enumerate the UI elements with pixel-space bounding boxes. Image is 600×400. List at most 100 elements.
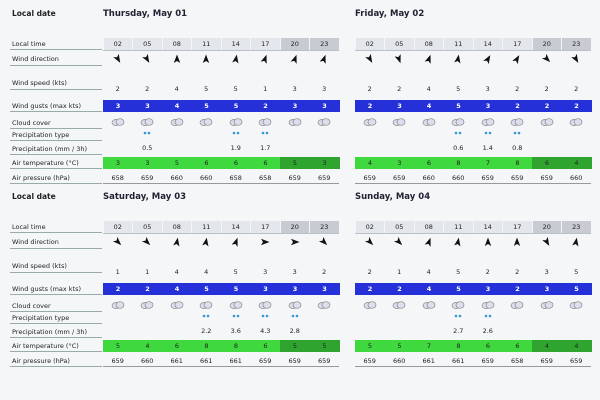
- cloud-icon: [473, 300, 503, 311]
- wind-speed: 2: [367, 268, 372, 276]
- pressure: 659: [250, 355, 280, 367]
- precip-icon: [473, 129, 503, 139]
- wind-speed: 2: [515, 268, 520, 276]
- wind-gust: 3: [132, 100, 163, 112]
- cloud-icon: [503, 117, 533, 128]
- wind-arrow: [444, 54, 474, 66]
- wind-gust: 5: [191, 100, 222, 112]
- time-cell: 08: [414, 221, 443, 233]
- pressure: 659: [473, 172, 503, 184]
- temperature: 8: [191, 340, 222, 352]
- precip-value: 2.6: [482, 327, 493, 335]
- wind-gust: 2: [103, 283, 133, 295]
- temperature: 3: [103, 157, 133, 169]
- wind-speed: 5: [574, 268, 579, 276]
- row-label: Local time: [10, 221, 102, 233]
- cloud-icon: [562, 117, 592, 128]
- temperature: 4: [532, 340, 562, 352]
- wind-arrow: [221, 54, 251, 66]
- wind-speed: 3: [292, 85, 297, 93]
- separator: [355, 50, 591, 51]
- wind-speed: 5: [456, 268, 461, 276]
- time-cell: 11: [444, 221, 473, 233]
- temperature: 6: [532, 157, 562, 169]
- row-label: Precipitation (mm / 3h): [10, 143, 102, 155]
- wind-speed: 5: [233, 268, 238, 276]
- wind-gust: 2: [384, 283, 415, 295]
- wind-arrow: [103, 53, 133, 66]
- pressure: 661: [221, 355, 251, 367]
- precip-value: 3.6: [230, 327, 241, 335]
- time-cell: 05: [385, 38, 414, 50]
- time-cell: 17: [251, 38, 280, 50]
- precip-value: 0.6: [453, 144, 464, 152]
- cloud-icon: [414, 300, 444, 311]
- wind-arrow: [414, 237, 444, 249]
- cloud-icon: [444, 117, 474, 128]
- time-cell: 14: [473, 38, 502, 50]
- temperature: 6: [473, 340, 503, 352]
- wind-gust: 2: [355, 283, 385, 295]
- temperature: 8: [443, 340, 474, 352]
- precip-icon: [192, 312, 222, 322]
- precip-value: 0.5: [142, 144, 153, 152]
- temperature: 4: [355, 157, 385, 169]
- wind-gust: 5: [443, 100, 474, 112]
- time-cell: 14: [221, 221, 250, 233]
- temperature: 8: [443, 157, 474, 169]
- wind-speed: 1: [145, 268, 150, 276]
- wind-gust: 5: [221, 283, 251, 295]
- row-label: Wind direction: [10, 52, 102, 66]
- cloud-icon: [192, 300, 222, 311]
- time-cell: 14: [473, 221, 502, 233]
- wind-speed: 1: [263, 85, 268, 93]
- wind-arrow: [310, 54, 340, 66]
- temperature: 5: [162, 157, 192, 169]
- row-label: Wind direction: [10, 235, 102, 249]
- wind-gust: 4: [414, 100, 444, 112]
- cloud-icon: [562, 300, 592, 311]
- pressure: 661: [162, 355, 192, 367]
- precip-value: 4.3: [260, 327, 271, 335]
- cloud-icon: [532, 117, 562, 128]
- wind-gust: 5: [561, 283, 592, 295]
- wind-gust: 3: [309, 100, 340, 112]
- temperature: 4: [132, 340, 163, 352]
- temperature: 5: [280, 340, 310, 352]
- wind-gust: 5: [221, 100, 251, 112]
- pressure: 661: [191, 355, 221, 367]
- wind-gust: 5: [191, 283, 222, 295]
- row-label: Local date: [12, 9, 56, 18]
- temperature: 3: [309, 157, 340, 169]
- wind-arrow: [133, 53, 163, 66]
- cloud-icon: [355, 117, 385, 128]
- precip-value: 1.4: [482, 144, 493, 152]
- row-label: Cloud cover: [10, 117, 102, 129]
- pressure: 659: [309, 355, 339, 367]
- wind-gust: 4: [162, 283, 192, 295]
- wind-speed: 1: [397, 268, 402, 276]
- wind-gust: 3: [473, 100, 503, 112]
- wind-speed: 2: [485, 268, 490, 276]
- pressure: 658: [103, 172, 133, 184]
- precip-icon: [251, 129, 281, 139]
- time-cell: 11: [192, 221, 221, 233]
- precip-icon: [444, 312, 474, 322]
- time-cell: 23: [310, 221, 339, 233]
- time-cell: 20: [532, 38, 561, 50]
- cloud-icon: [280, 117, 310, 128]
- temperature: 4: [561, 157, 592, 169]
- time-cell: 17: [251, 221, 280, 233]
- wind-gust: 2: [355, 100, 385, 112]
- temperature: 5: [355, 340, 385, 352]
- time-cell: 17: [503, 221, 532, 233]
- wind-speed: 3: [292, 268, 297, 276]
- wind-speed: 4: [426, 85, 431, 93]
- cloud-icon: [162, 300, 192, 311]
- time-cell: 17: [503, 38, 532, 50]
- time-cell: 02: [355, 221, 384, 233]
- pressure: 660: [414, 172, 444, 184]
- row-label: Local date: [12, 192, 56, 201]
- pressure: 659: [132, 172, 162, 184]
- pressure: 659: [532, 172, 562, 184]
